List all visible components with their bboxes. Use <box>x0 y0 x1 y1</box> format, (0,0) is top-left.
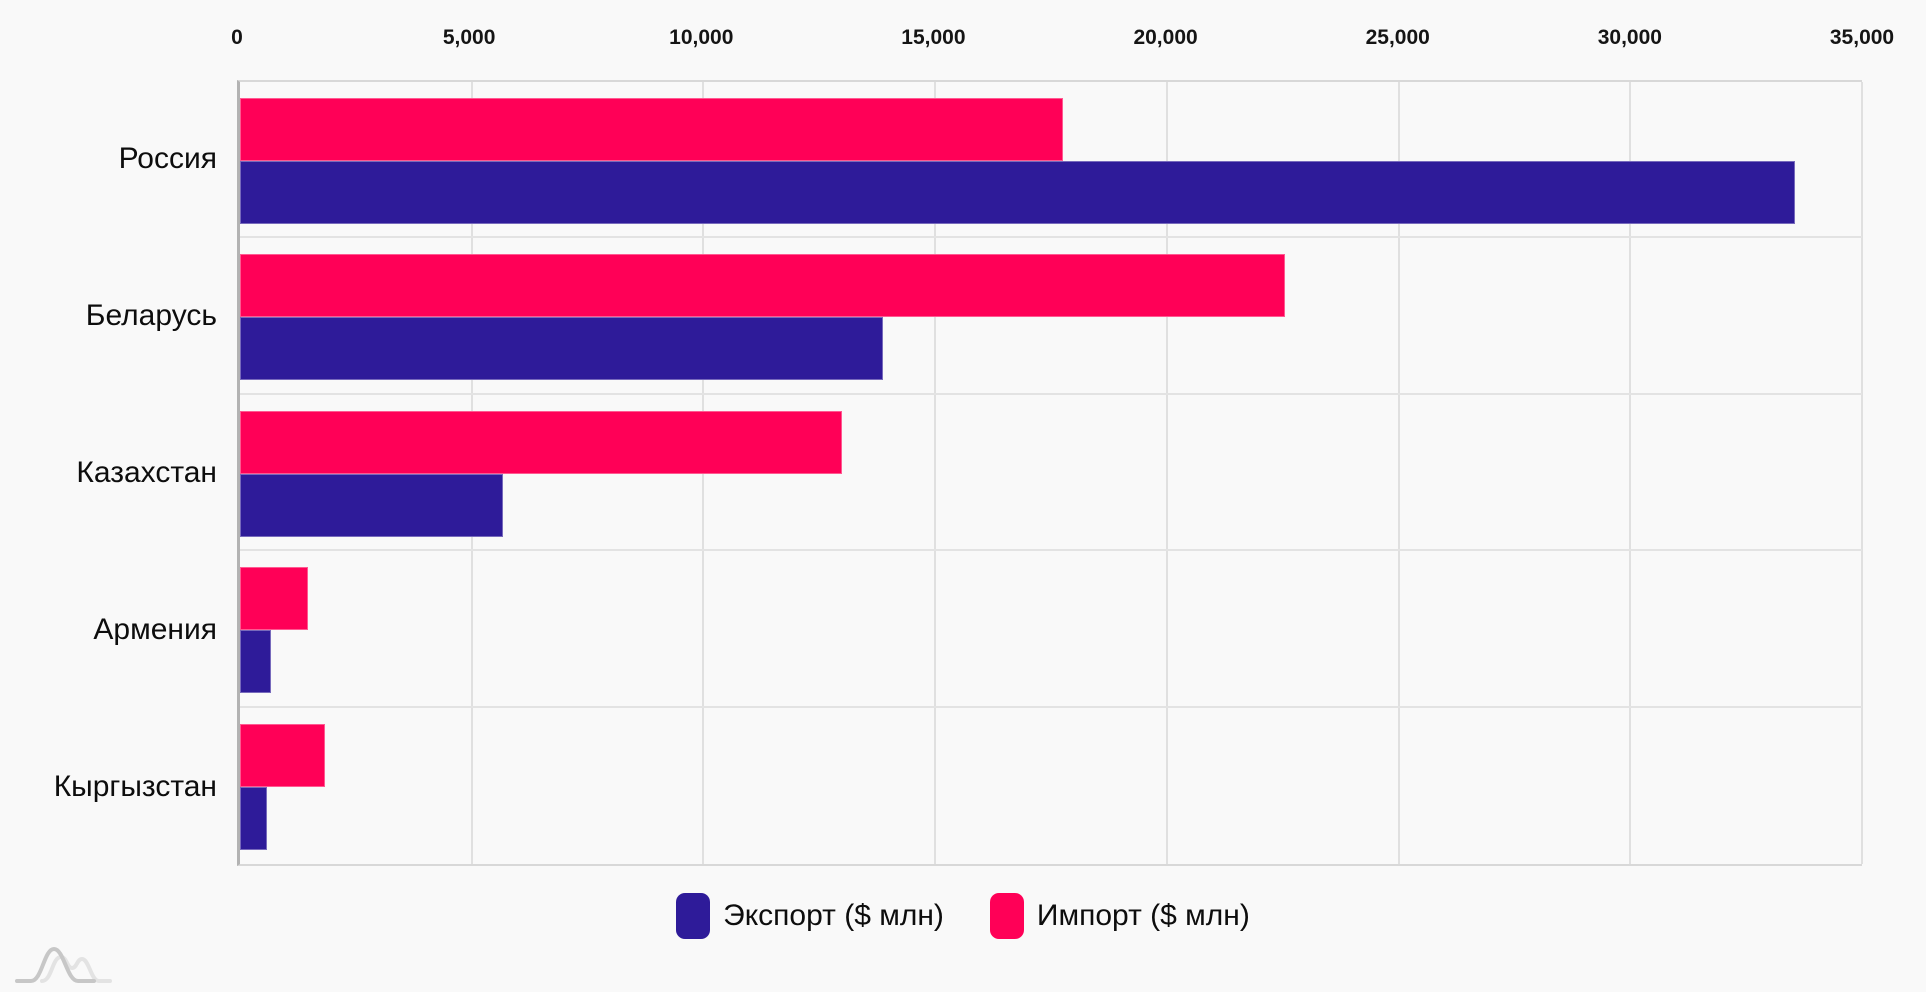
bar-row <box>240 395 1862 552</box>
x-axis-tick-label: 0 <box>231 26 243 49</box>
x-axis-tick-label: 15,000 <box>901 26 966 49</box>
legend: Экспорт ($ млн) Импорт ($ млн) <box>0 893 1926 939</box>
plot-area <box>237 80 1863 866</box>
export-bar <box>240 317 883 381</box>
gridline <box>1165 82 1168 864</box>
export-bar <box>240 161 1795 224</box>
y-axis-label: Беларусь <box>85 298 217 332</box>
gridline <box>934 82 937 864</box>
gridline <box>1397 82 1400 864</box>
bar-row <box>240 708 1862 864</box>
legend-item-import: Импорт ($ млн) <box>989 893 1250 939</box>
legend-item-export: Экспорт ($ млн) <box>676 893 944 939</box>
export-bar <box>240 630 272 694</box>
bar-row <box>240 238 1862 395</box>
y-axis-label: Кыргызстан <box>53 770 217 804</box>
import-bar <box>240 410 843 474</box>
x-axis-tick-label: 25,000 <box>1365 26 1430 49</box>
x-axis-tick-label: 10,000 <box>669 26 734 49</box>
y-axis-label: Казахстан <box>76 455 217 489</box>
import-bar <box>240 567 308 631</box>
import-bar <box>240 98 1064 161</box>
x-axis-tick-label: 5,000 <box>442 26 496 49</box>
x-axis-tick-label: 20,000 <box>1133 26 1198 49</box>
bar-row <box>240 551 1862 708</box>
gridline <box>1861 82 1863 864</box>
import-bar <box>240 723 325 787</box>
y-axis-label: Россия <box>118 141 217 175</box>
bell-curves-logo-icon <box>15 947 112 983</box>
bar-rows <box>240 82 1862 864</box>
export-bar <box>240 786 267 850</box>
legend-label: Импорт ($ млн) <box>1036 899 1250 932</box>
import-bar <box>240 254 1286 318</box>
x-axis-tick-label: 35,000 <box>1829 26 1895 49</box>
export-bar <box>240 473 504 537</box>
gridline <box>1629 82 1632 864</box>
y-axis-label: Армения <box>93 613 217 647</box>
x-axis-tick-label: 30,000 <box>1597 26 1662 49</box>
legend-label: Экспорт ($ млн) <box>723 899 944 932</box>
y-axis: Россия Беларусь Казахстан Армения Кыргызстан <box>0 80 217 866</box>
legend-swatch <box>989 893 1024 939</box>
legend-swatch <box>676 893 711 939</box>
bar-row <box>240 82 1862 239</box>
